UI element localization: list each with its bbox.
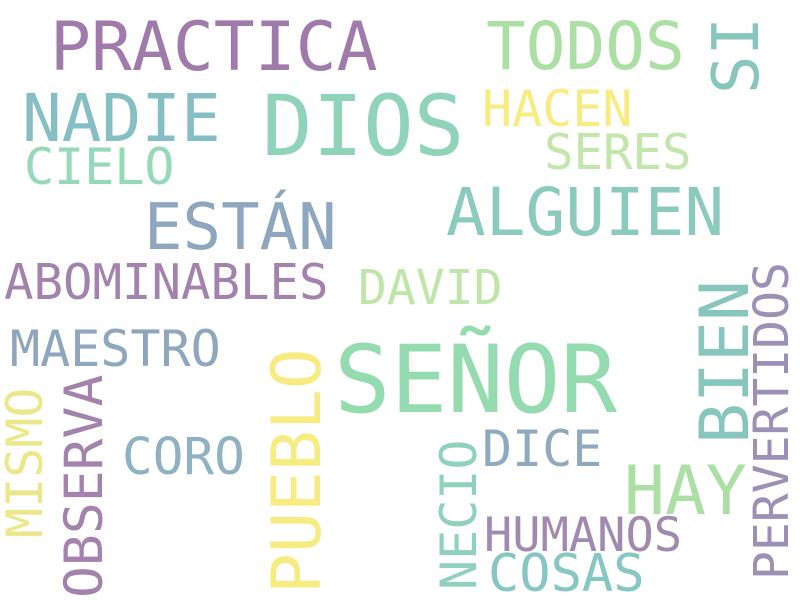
word-coro: CORO xyxy=(122,428,245,487)
word-estan: ESTÁN xyxy=(144,191,337,265)
word-si: SI xyxy=(700,16,774,94)
word-hay: HAY xyxy=(624,452,747,531)
word-dios: DIOS xyxy=(262,77,465,175)
word-practica: PRACTICA xyxy=(50,8,378,87)
word-necio: NECIO xyxy=(430,439,488,590)
word-humanos: HUMANOS xyxy=(484,508,683,563)
word-todos: TODOS xyxy=(486,8,685,85)
word-maestro: MAESTRO xyxy=(10,320,221,378)
word-alguien: ALGUIEN xyxy=(446,174,725,251)
word-cielo: CIELO xyxy=(24,138,175,196)
word-hacen: HACEN xyxy=(482,80,633,138)
word-pueblo: PUEBLO xyxy=(258,348,337,594)
word-cosas: COSAS xyxy=(488,544,645,604)
word-nadie: NADIE xyxy=(22,80,221,157)
word-senor: SEÑOR xyxy=(334,326,617,435)
word-dice: DICE xyxy=(482,420,603,478)
word-abominables: ABOMINABLES xyxy=(4,254,329,311)
word-david: DAVID xyxy=(358,260,503,316)
word-observa: OBSERVA xyxy=(54,374,115,598)
word-seres: SERES xyxy=(544,124,692,181)
word-bien: BIEN xyxy=(686,280,765,444)
word-mismo: MISMO xyxy=(0,387,54,538)
